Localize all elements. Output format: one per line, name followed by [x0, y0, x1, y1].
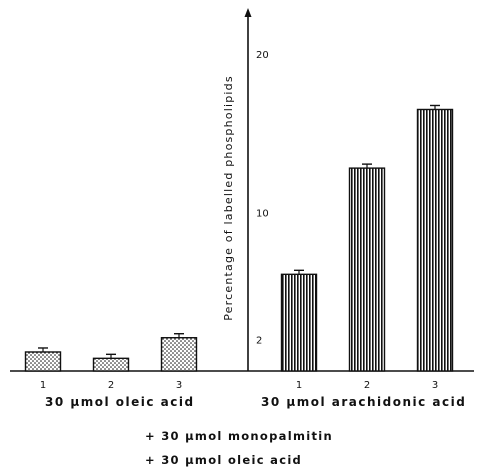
footnote-oleic-acid: + 30 μmol oleic acid	[145, 453, 302, 467]
x-tick-label: 3	[432, 380, 438, 391]
group-label-1: 30 μmol oleic acid	[45, 395, 195, 409]
labels: 2 10 20 1 2 3 30 μmol oleic acid 1 2 3 30 μmol ara…	[40, 50, 466, 409]
bar-1-3	[160, 337, 198, 372]
x-tick-label: 1	[40, 380, 46, 391]
bar-2-2	[348, 167, 386, 372]
y-tick-label: 10	[256, 209, 269, 220]
bar-1-1	[24, 351, 62, 372]
x-tick-label: 1	[296, 380, 302, 391]
bars	[24, 104, 454, 372]
bar-1-2	[92, 357, 130, 372]
y-tick-label: 2	[256, 335, 262, 346]
x-tick-label: 2	[108, 380, 114, 391]
y-tick-label: 20	[256, 50, 269, 61]
bar-2-1	[280, 273, 318, 372]
x-tick-label: 2	[364, 380, 370, 391]
group-label-2: 30 μmol arachidonic acid	[261, 395, 466, 409]
axes	[10, 8, 474, 372]
y-axis-label: Percentage of labelled phospholipids	[222, 75, 235, 321]
x-tick-label: 3	[176, 380, 182, 391]
y-axis-arrow	[244, 8, 252, 17]
bar-2-3	[416, 108, 454, 372]
footnote-monopalmitin: + 30 μmol monopalmitin	[145, 429, 333, 443]
